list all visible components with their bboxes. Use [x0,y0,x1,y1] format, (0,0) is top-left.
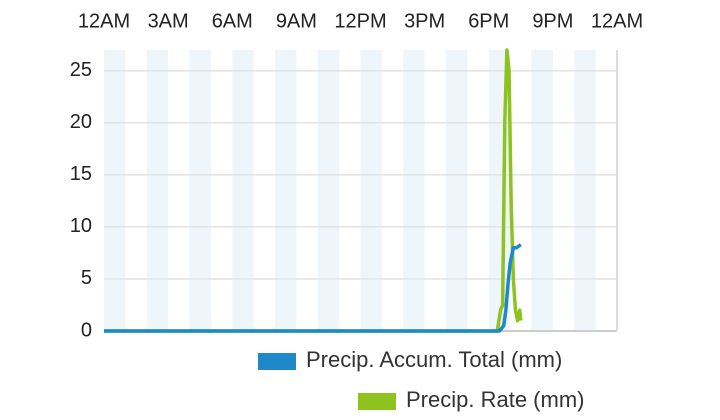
legend-swatch [258,353,296,370]
x-tick-label: 3PM [404,10,445,32]
x-tick-label: 9PM [532,10,573,32]
x-tick-label: 12PM [334,10,386,32]
y-tick-label: 15 [70,163,92,185]
hour-band [360,50,382,331]
hour-band [104,50,126,331]
x-tick-label: 9AM [276,10,317,32]
y-tick-label: 5 [81,267,92,289]
series-line [104,243,522,333]
y-tick-label: 20 [70,111,92,133]
x-tick-label: 3AM [148,10,189,32]
y-tick-label: 10 [70,215,92,237]
hour-band [317,50,340,331]
hour-band [275,50,297,331]
hour-band [446,50,468,331]
legend-label: Precip. Rate (mm) [406,387,584,412]
x-tick-label: 12AM [78,10,130,32]
x-tick-label: 6AM [212,10,253,32]
x-tick-label: 12AM [591,10,643,32]
hour-band [574,50,596,331]
y-tick-label: 25 [70,59,92,81]
legend-swatch [358,393,396,410]
hour-band [146,50,169,331]
hour-band [189,50,211,331]
series-line [104,48,523,333]
hour-band [232,50,254,331]
x-tick-label: 6PM [468,10,509,32]
hour-band [531,50,553,331]
y-tick-label: 0 [81,319,92,341]
hour-band [403,50,425,331]
legend-label: Precip. Accum. Total (mm) [306,347,562,372]
